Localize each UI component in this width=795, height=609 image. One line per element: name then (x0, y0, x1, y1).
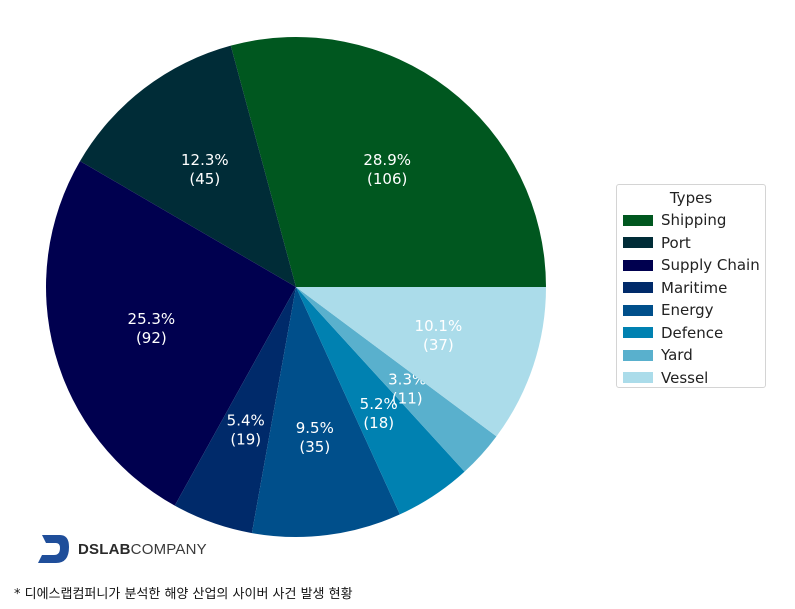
chart-legend: Types Shipping Port Supply Chain Maritime En… (616, 184, 766, 388)
pie-chart: 28.9% (106) 12.3% (45) 25.3% (92) 5.4% (19) 9.5%… (45, 37, 546, 537)
legend-label: Maritime (661, 278, 728, 297)
pie-slice-shipping (230, 37, 546, 288)
legend-label: Yard (661, 346, 693, 365)
slice-label-supply-chain: 25.3% (92) (128, 310, 176, 347)
legend-label: Energy (661, 301, 714, 320)
legend-swatch (623, 282, 653, 294)
legend-swatch (623, 214, 653, 226)
legend-item-energy: Energy (617, 299, 765, 322)
slice-label-port: 12.3% (45) (181, 151, 229, 188)
legend-swatch (623, 259, 653, 271)
slice-label-vessel: 10.1% (37) (415, 317, 463, 354)
logo-text-light: COMPANY (130, 540, 207, 558)
pie-slice-energy (251, 287, 400, 537)
legend-swatch (623, 349, 653, 361)
slice-label-shipping: 28.9% (106) (363, 151, 411, 188)
pie-slice-port (80, 45, 296, 288)
legend-item-shipping: Shipping (617, 209, 765, 232)
legend-label: Defence (661, 323, 724, 342)
legend-label: Shipping (661, 211, 727, 230)
pie-slice-supply-chain (45, 161, 296, 506)
legend-swatch (623, 237, 653, 249)
pie-slice-maritime (174, 287, 296, 534)
logo-mark-icon (38, 535, 69, 563)
legend-swatch (623, 372, 653, 384)
legend-item-vessel: Vessel (617, 367, 765, 390)
legend-swatch (623, 304, 653, 316)
slice-label-maritime: 5.4% (19) (227, 411, 265, 448)
pie-slice-yard (296, 287, 497, 472)
pie-slice-vessel (296, 287, 546, 437)
legend-swatch (623, 327, 653, 339)
pie-slice-defence (296, 287, 465, 515)
slice-label-defence: 5.2% (18) (360, 395, 398, 432)
figure-caption: * 디에스랩컴퍼니가 분석한 해양 산업의 사이버 사건 발생 현황 (14, 587, 353, 602)
legend-title: Types (669, 189, 713, 207)
legend-label: Supply Chain (661, 256, 760, 275)
legend-item-yard: Yard (617, 344, 765, 367)
company-logo: DSLABCOMPANY (36, 533, 207, 565)
slice-label-energy: 9.5% (35) (296, 419, 334, 456)
logo-text: DSLABCOMPANY (78, 541, 207, 558)
legend-label: Vessel (661, 368, 709, 387)
legend-item-maritime: Maritime (617, 277, 765, 300)
legend-item-port: Port (617, 232, 765, 255)
legend-item-supply-chain: Supply Chain (617, 254, 765, 277)
legend-label: Port (661, 233, 691, 252)
legend-item-defence: Defence (617, 322, 765, 345)
logo-text-bold: DSLAB (78, 540, 131, 558)
